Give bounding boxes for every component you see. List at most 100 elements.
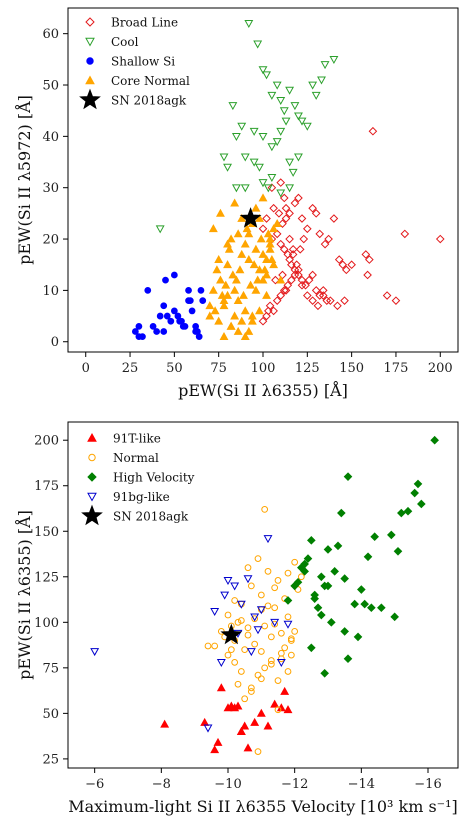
data-point: [276, 189, 286, 198]
legend-marker: [87, 492, 97, 502]
data-point: [315, 291, 325, 300]
legend-label: High Velocity: [113, 471, 195, 485]
data-point: [264, 306, 273, 316]
data-point: [317, 572, 326, 582]
data-point: [353, 632, 363, 642]
data-point: [240, 306, 250, 315]
data-point: [279, 107, 289, 116]
data-point: [247, 316, 257, 325]
data-point: [221, 280, 231, 289]
data-point: [347, 260, 356, 270]
data-point: [237, 617, 245, 624]
data-point: [246, 280, 256, 289]
data-point: [308, 296, 317, 305]
data-point: [317, 610, 326, 620]
data-point: [387, 530, 396, 540]
data-point: [391, 296, 401, 305]
data-point: [277, 655, 285, 663]
data-point: [258, 66, 268, 75]
data-point: [243, 575, 253, 584]
series-cool: [155, 20, 339, 234]
data-point: [363, 270, 372, 280]
plot-frame: [67, 421, 459, 769]
data-point: [219, 153, 229, 162]
data-point: [223, 577, 233, 586]
data-point: [256, 708, 266, 717]
data-point: [363, 552, 373, 562]
data-point: [214, 254, 224, 263]
data-point: [285, 158, 295, 167]
data-point: [283, 620, 293, 629]
data-point: [290, 102, 300, 111]
data-point: [262, 214, 271, 223]
data-point: [297, 280, 307, 290]
data-point: [324, 234, 333, 244]
data-point: [322, 296, 332, 305]
data-point: [223, 163, 232, 172]
x-tick-label: 200: [428, 361, 453, 376]
data-point: [224, 244, 234, 253]
data-point: [303, 224, 312, 234]
data-point: [230, 285, 240, 294]
data-point: [262, 270, 271, 279]
x-axis-label: Maximum-light Si II λ6355 Velocity [10³ …: [68, 797, 458, 816]
data-point: [156, 312, 164, 320]
data-point: [167, 317, 175, 325]
data-point: [285, 255, 294, 264]
data-point: [255, 265, 264, 274]
data-point: [250, 613, 260, 622]
data-point: [279, 245, 289, 254]
data-point: [231, 658, 239, 666]
data-point: [192, 328, 200, 335]
data-point: [291, 628, 299, 635]
data-point: [262, 254, 271, 263]
data-point: [230, 311, 240, 320]
data-point: [285, 86, 295, 95]
data-point: [274, 577, 282, 584]
data-point: [281, 203, 291, 213]
data-point: [270, 699, 280, 708]
data-point: [294, 193, 303, 203]
data-point: [208, 224, 218, 233]
data-point: [247, 582, 255, 590]
data-point: [308, 270, 317, 280]
data-point: [251, 203, 261, 212]
data-point: [254, 671, 262, 679]
data-point: [269, 224, 279, 233]
x-tick-label: −10: [214, 777, 241, 792]
data-point: [390, 612, 399, 622]
data-point: [244, 631, 252, 639]
data-point: [254, 748, 262, 755]
data-point: [297, 214, 307, 223]
data-point: [251, 285, 261, 294]
data-point: [288, 250, 298, 259]
data-point: [185, 287, 192, 294]
data-point: [240, 331, 250, 340]
data-point: [240, 184, 250, 193]
data-point: [271, 584, 279, 592]
legend-label: 91T-like: [113, 432, 161, 446]
data-point: [257, 591, 265, 599]
data-point: [368, 126, 378, 136]
legend-marker: [81, 504, 103, 526]
data-point: [274, 209, 284, 218]
data-point: [210, 306, 220, 315]
data-point: [285, 209, 294, 218]
data-point: [285, 184, 295, 193]
legend-label: 91bg-like: [113, 490, 170, 504]
data-point: [274, 706, 282, 714]
data-point: [264, 567, 272, 575]
data-point: [244, 254, 254, 263]
data-point: [340, 296, 349, 305]
data-point: [270, 618, 280, 627]
data-point: [288, 245, 298, 254]
x-tick-label: −6: [85, 777, 104, 792]
data-point: [258, 316, 268, 326]
data-point: [255, 213, 264, 222]
data-point: [170, 307, 178, 315]
data-point: [308, 81, 318, 90]
data-point: [304, 275, 314, 285]
data-point: [323, 545, 333, 554]
data-point: [216, 683, 226, 692]
x-tick-label: 0: [82, 361, 90, 376]
